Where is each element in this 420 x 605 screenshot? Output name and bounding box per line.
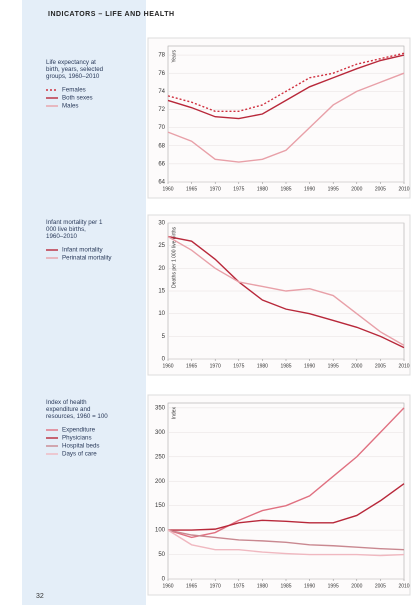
series-line <box>167 235 405 349</box>
y-tick-label: 10 <box>158 311 165 317</box>
chart-panel <box>147 214 411 376</box>
x-tick-label: 1970 <box>210 186 221 192</box>
x-tick-label: 1975 <box>233 583 244 589</box>
chart-title: Index of health expenditure and resources,… <box>46 399 108 420</box>
x-tick-label: 2000 <box>351 186 362 192</box>
x-tick-label: 1995 <box>328 583 339 589</box>
x-tick-label: 1970 <box>210 363 221 369</box>
chart-note: Life expectancy at birth, years, selected… <box>46 59 104 110</box>
y-tick-label: 15 <box>158 289 165 295</box>
y-tick-label: 350 <box>155 405 166 411</box>
x-tick-label: 1980 <box>257 583 268 589</box>
x-tick-label: 1995 <box>328 363 339 369</box>
y-axis-label: Years <box>171 50 177 63</box>
x-tick-label: 2005 <box>375 186 386 192</box>
y-axis-label: Index <box>171 407 177 420</box>
y-tick-label: 300 <box>155 430 166 436</box>
series-line <box>168 483 405 531</box>
x-tick-label: 1985 <box>280 186 291 192</box>
x-tick-label: 1980 <box>257 186 268 192</box>
series-line <box>167 235 405 347</box>
legend-label: Expenditure <box>62 427 96 434</box>
y-tick-label: 150 <box>155 503 166 509</box>
y-tick-label: 50 <box>158 552 165 558</box>
legend-label: Males <box>62 103 79 110</box>
x-tick-label: 2000 <box>351 583 362 589</box>
legend-label: Infant mortality <box>62 247 103 254</box>
chart-panel <box>147 394 411 596</box>
legend-label: Physicians <box>62 435 92 442</box>
series-line <box>167 72 405 163</box>
y-tick-label: 25 <box>158 243 165 249</box>
x-tick-label: 1965 <box>186 583 197 589</box>
x-tick-label: 1960 <box>162 363 173 369</box>
series-line <box>167 529 405 557</box>
chart-note: Index of health expenditure and resources,… <box>46 399 108 458</box>
x-tick-label: 1990 <box>304 363 315 369</box>
y-tick-label: 76 <box>158 71 165 77</box>
y-tick-label: 250 <box>155 454 166 460</box>
x-tick-label: 1960 <box>162 186 173 192</box>
legend-label: Hospital beds <box>62 443 100 450</box>
series-line <box>167 407 405 539</box>
y-tick-label: 5 <box>162 334 166 340</box>
y-tick-label: 68 <box>158 143 165 149</box>
chart-panel <box>147 37 411 199</box>
y-tick-label: 0 <box>162 357 166 363</box>
page-number: 32 <box>36 593 44 600</box>
chart-title: Life expectancy at birth, years, selected… <box>46 59 104 80</box>
y-tick-label: 72 <box>158 107 165 113</box>
x-tick-label: 1965 <box>186 186 197 192</box>
side-column <box>22 0 146 605</box>
y-tick-label: 200 <box>155 479 166 485</box>
series-line <box>167 54 405 120</box>
x-tick-label: 2000 <box>351 363 362 369</box>
x-tick-label: 2010 <box>398 583 409 589</box>
y-tick-label: 30 <box>158 221 165 227</box>
chart-note: Infant mortality per 1 000 live births, 19… <box>46 219 112 262</box>
y-tick-label: 64 <box>158 180 165 186</box>
x-tick-label: 1990 <box>304 186 315 192</box>
x-tick-label: 1995 <box>328 186 339 192</box>
x-tick-label: 1990 <box>304 583 315 589</box>
x-tick-label: 1975 <box>233 363 244 369</box>
legend-label: Days of care <box>62 451 97 458</box>
x-tick-label: 2005 <box>375 583 386 589</box>
legend-label: Both sexes <box>62 95 93 102</box>
y-tick-label: 20 <box>158 266 165 272</box>
x-tick-label: 1965 <box>186 363 197 369</box>
y-axis-label: Deaths per 1 000 live births <box>171 227 177 288</box>
x-tick-label: 1960 <box>162 583 173 589</box>
y-tick-label: 78 <box>158 53 165 59</box>
legend-label: Females <box>62 87 86 94</box>
y-tick-label: 70 <box>158 125 165 131</box>
x-tick-label: 1985 <box>280 583 291 589</box>
x-tick-label: 2010 <box>398 363 409 369</box>
x-tick-label: 1985 <box>280 363 291 369</box>
series-line <box>167 52 405 112</box>
y-tick-label: 100 <box>155 528 166 534</box>
x-tick-label: 1975 <box>233 186 244 192</box>
legend-label: Perinatal mortality <box>62 255 112 262</box>
y-tick-label: 66 <box>158 161 165 167</box>
chart-title: Infant mortality per 1 000 live births, 19… <box>46 219 103 240</box>
x-tick-label: 1970 <box>210 583 221 589</box>
x-tick-label: 1980 <box>257 363 268 369</box>
x-tick-label: 2005 <box>375 363 386 369</box>
series-line <box>167 529 405 551</box>
header-title: INDICATORS – LIFE AND HEALTH <box>48 11 175 18</box>
x-tick-label: 2010 <box>398 186 409 192</box>
y-tick-label: 0 <box>162 577 166 583</box>
y-tick-label: 74 <box>158 89 165 95</box>
